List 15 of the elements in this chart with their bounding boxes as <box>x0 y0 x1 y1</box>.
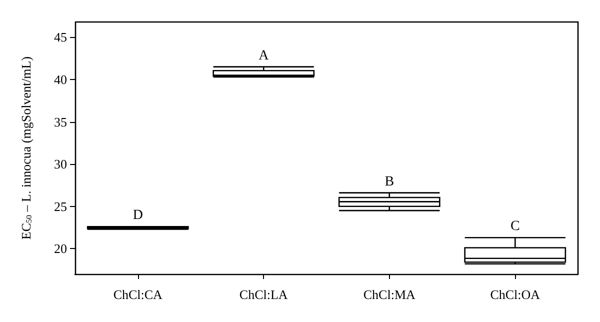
x-tick-label: ChCl:CA <box>113 287 164 302</box>
annotation: C <box>510 219 520 234</box>
y-tick-label: 40 <box>54 72 67 88</box>
y-axis-title: EC50 – L. innocua (mgSolvent/mL) <box>18 56 34 240</box>
y-tick-label: 20 <box>54 241 67 256</box>
annotation: D <box>132 208 143 224</box>
y-tick-label: 35 <box>54 114 67 130</box>
y-tick-label: 45 <box>54 30 67 45</box>
annotation: A <box>258 48 270 64</box>
y-tick-label: 30 <box>54 156 67 172</box>
annotation: B <box>384 174 394 190</box>
x-tick-label: ChCl:OA <box>490 287 541 302</box>
y-tick-label: 25 <box>54 198 67 214</box>
x-tick-label: ChCl:MA <box>363 287 416 302</box>
x-tick-label: ChCl:LA <box>239 287 288 302</box>
